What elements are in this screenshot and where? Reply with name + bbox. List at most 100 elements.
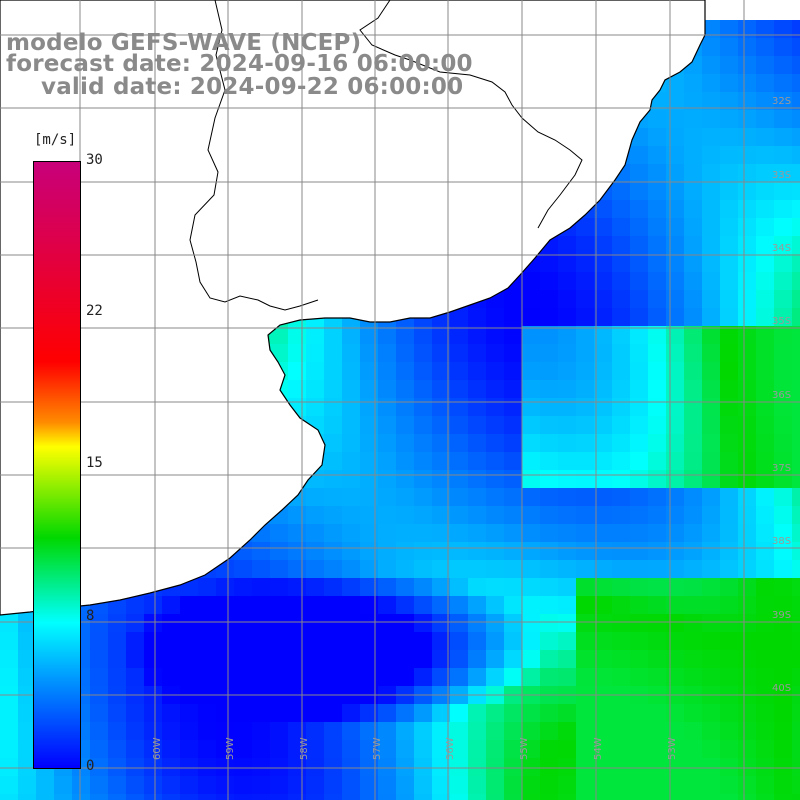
wind-cell [558, 740, 576, 758]
wind-cell [648, 578, 666, 596]
wind-cell [306, 380, 324, 398]
wind-cell [684, 344, 702, 362]
wind-cell [468, 452, 486, 470]
wind-cell [180, 704, 198, 722]
wind-cell [324, 722, 342, 740]
wind-cell [522, 740, 540, 758]
wind-cell [504, 776, 522, 794]
land-mass [0, 0, 706, 616]
wind-cell [576, 308, 594, 326]
wind-cell [738, 740, 756, 758]
wind-cell [504, 542, 522, 560]
wind-cell [90, 740, 108, 758]
wind-cell [504, 758, 522, 776]
wind-cell [540, 722, 558, 740]
wind-cell [486, 434, 504, 452]
wind-cell [540, 506, 558, 524]
wind-cell [486, 452, 504, 470]
wind-cell [756, 146, 774, 164]
wind-cell [126, 668, 144, 686]
wind-cell [378, 758, 396, 776]
wind-cell [504, 434, 522, 452]
wind-cell [450, 740, 468, 758]
wind-cell [288, 596, 306, 614]
wind-cell [612, 416, 630, 434]
wind-cell [468, 560, 486, 578]
wind-cell [414, 776, 432, 794]
wind-cell [288, 722, 306, 740]
wind-cell [720, 92, 738, 110]
wind-cell [756, 326, 774, 344]
wind-cell [792, 182, 800, 200]
wind-cell [324, 668, 342, 686]
wind-cell [144, 776, 162, 794]
wind-cell [198, 632, 216, 650]
wind-cell [414, 704, 432, 722]
wind-cell [342, 632, 360, 650]
wind-cell [612, 578, 630, 596]
wind-cell [630, 434, 648, 452]
wind-cell [504, 344, 522, 362]
wind-cell [720, 740, 738, 758]
wind-cell [702, 614, 720, 632]
wind-cell [216, 632, 234, 650]
wind-cell [630, 200, 648, 218]
wind-cell [594, 434, 612, 452]
wind-cell [612, 722, 630, 740]
wind-cell [162, 704, 180, 722]
wind-cell [342, 452, 360, 470]
wind-cell [450, 596, 468, 614]
wind-cell [324, 758, 342, 776]
wind-cell [522, 272, 540, 290]
wind-cell [576, 506, 594, 524]
wind-cell [666, 380, 684, 398]
wind-cell [684, 794, 702, 800]
wind-cell [558, 650, 576, 668]
wind-cell [288, 326, 306, 344]
wind-cell [774, 362, 792, 380]
wind-cell [252, 578, 270, 596]
wind-cell [612, 524, 630, 542]
wind-cell [18, 668, 36, 686]
wind-cell [702, 128, 720, 146]
wind-cell [198, 650, 216, 668]
wind-cell [774, 794, 792, 800]
wind-cell [486, 542, 504, 560]
wind-cell [252, 614, 270, 632]
wind-cell [648, 722, 666, 740]
wind-cell [0, 740, 18, 758]
wind-cell [396, 596, 414, 614]
wind-cell [324, 380, 342, 398]
wind-cell [486, 776, 504, 794]
wind-cell [756, 542, 774, 560]
wind-cell [792, 488, 800, 506]
wind-cell [558, 614, 576, 632]
wind-cell [594, 236, 612, 254]
wind-cell [630, 488, 648, 506]
wind-cell [702, 398, 720, 416]
wind-cell [306, 524, 324, 542]
wind-cell [666, 488, 684, 506]
wind-cell [162, 668, 180, 686]
wind-cell [756, 362, 774, 380]
wind-cell [648, 596, 666, 614]
wind-cell [450, 542, 468, 560]
wind-cell [432, 488, 450, 506]
wind-cell [126, 722, 144, 740]
wind-cell [630, 704, 648, 722]
wind-cell [738, 776, 756, 794]
wind-cell [360, 506, 378, 524]
wind-cell [486, 524, 504, 542]
wind-cell [72, 776, 90, 794]
wind-cell [540, 416, 558, 434]
wind-cell [144, 722, 162, 740]
wind-cell [630, 722, 648, 740]
wind-cell [108, 776, 126, 794]
wind-cell [630, 614, 648, 632]
wind-cell [342, 614, 360, 632]
wind-cell [630, 362, 648, 380]
wind-cell [774, 182, 792, 200]
wind-cell [504, 470, 522, 488]
wind-cell [702, 254, 720, 272]
wind-cell [558, 398, 576, 416]
